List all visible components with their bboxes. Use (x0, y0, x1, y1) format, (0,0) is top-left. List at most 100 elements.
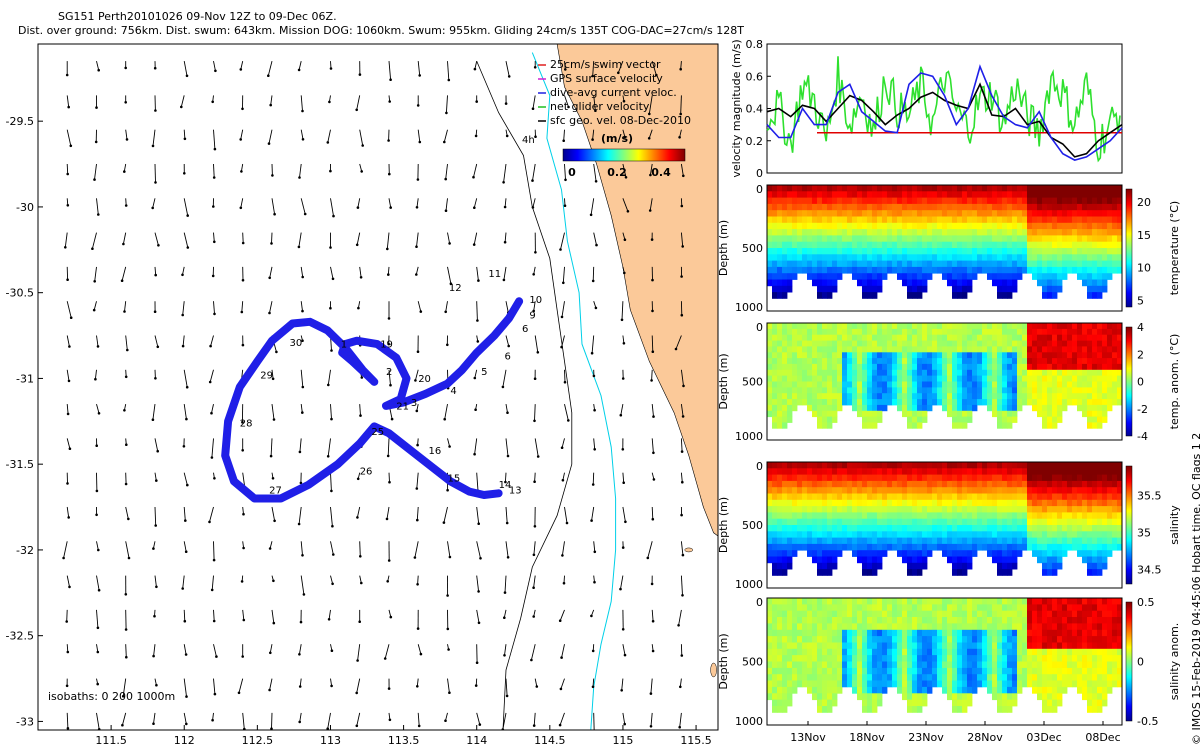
geo-vector (651, 506, 654, 520)
section-cell (987, 499, 993, 507)
geo-vector-head (535, 685, 539, 688)
section-cell (977, 512, 983, 520)
geo-vector (417, 712, 420, 726)
section-cell (882, 661, 888, 669)
section-cell (947, 556, 953, 564)
geo-vector-head (301, 385, 305, 389)
section-cell (1072, 260, 1078, 268)
geo-vector-head (651, 619, 655, 623)
section-cell (817, 525, 823, 532)
section-cell (947, 279, 953, 287)
section-cell (867, 393, 873, 400)
section-cell (992, 499, 998, 507)
section-cell (952, 375, 958, 382)
geo-vector-head (679, 685, 682, 689)
section-cell (997, 525, 1003, 532)
section-cell (947, 531, 953, 538)
section-cell (852, 642, 858, 650)
section-cell (1062, 191, 1068, 198)
section-cell (1042, 487, 1048, 494)
section-cell (902, 493, 908, 501)
colorbar-tick: 0.2 (607, 166, 627, 179)
section-cell (767, 266, 773, 274)
section-cell (962, 506, 968, 513)
section-cell (902, 399, 908, 406)
section-cell (882, 346, 888, 353)
section-cell (912, 404, 918, 412)
geo-vector-head (185, 385, 189, 389)
section-cell (1067, 340, 1073, 347)
section-cell (957, 543, 963, 551)
section-cell (997, 191, 1003, 198)
section-cell (957, 203, 963, 211)
section-cell (837, 346, 843, 353)
section-cell (857, 550, 863, 557)
geo-vector (66, 129, 72, 146)
section-cell (937, 248, 943, 255)
section-cell (1062, 399, 1068, 406)
section-cell (1117, 462, 1123, 469)
section-cell (882, 241, 888, 249)
section-cell (957, 346, 963, 353)
section-cell (857, 655, 863, 662)
section-cell (882, 210, 888, 217)
section-cell (1042, 531, 1048, 538)
geo-vector-head (474, 684, 478, 687)
section-cell (1037, 191, 1043, 198)
section-cell (952, 352, 958, 359)
geo-vector (240, 198, 244, 208)
section-cell (807, 531, 813, 538)
section-cell (782, 422, 788, 429)
section-cell (1042, 203, 1048, 211)
section-cell (772, 686, 778, 694)
geo-vector-head (272, 621, 276, 625)
section-cell (1012, 203, 1018, 211)
section-cell (912, 399, 918, 406)
section-cell (797, 340, 803, 347)
section-cell (1072, 462, 1078, 469)
section-cell (1037, 556, 1043, 564)
geo-vector (300, 198, 306, 215)
section-cell (937, 346, 943, 353)
section-cell (862, 629, 868, 637)
section-cell (1112, 266, 1118, 274)
geo-vector (417, 61, 421, 76)
section-cell (1092, 285, 1098, 293)
section-cell (962, 381, 968, 388)
section-cell (1012, 191, 1018, 198)
section-cell (1052, 346, 1058, 353)
section-cell (1032, 241, 1038, 249)
section-cell (772, 562, 778, 570)
section-cell (822, 279, 828, 287)
section-cell (1012, 346, 1018, 353)
section-cell (992, 387, 998, 394)
section-cell (822, 525, 828, 532)
geo-vector-head (651, 517, 655, 521)
section-cell (817, 292, 823, 299)
section-cell (827, 598, 833, 605)
section-cell (1057, 328, 1063, 336)
section-cell (1037, 352, 1043, 359)
geo-vector-head (449, 282, 453, 286)
section-cell (832, 648, 838, 656)
section-cell (837, 512, 843, 520)
section-cell (832, 550, 838, 557)
section-cell (812, 241, 818, 249)
section-cell (1012, 381, 1018, 388)
section-cell (862, 525, 868, 532)
section-cell (872, 506, 878, 513)
section-cell (917, 556, 923, 564)
section-cell (952, 512, 958, 520)
section-cell (812, 518, 818, 526)
section-cell (1027, 222, 1033, 230)
section-cell (957, 399, 963, 406)
section-cell (867, 352, 873, 359)
section-cell (1017, 273, 1023, 280)
section-cell (767, 273, 773, 280)
section-cell (1072, 216, 1078, 224)
geo-vector (593, 541, 596, 552)
section-cell (1012, 334, 1018, 341)
section-cell (812, 487, 818, 494)
section-cell (807, 550, 813, 557)
section-cell (842, 480, 848, 488)
